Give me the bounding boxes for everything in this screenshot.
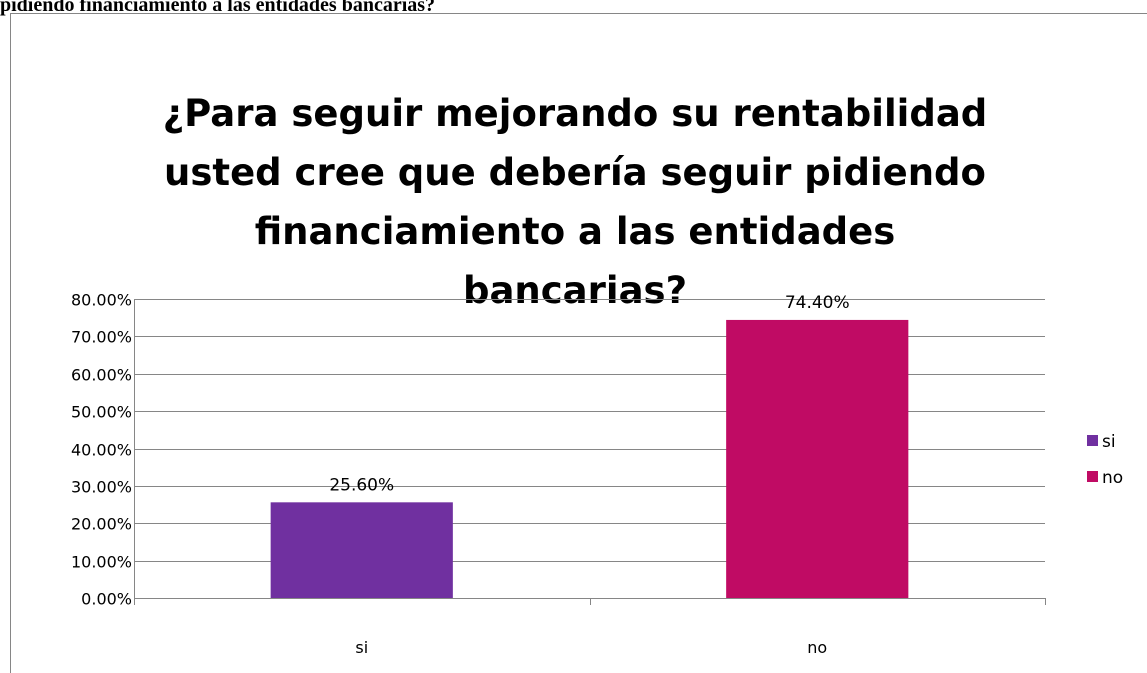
legend-swatch-si — [1087, 435, 1098, 446]
y-tick-label: 30.00% — [71, 478, 132, 497]
data-labels: 25.60% 74.40% — [329, 293, 849, 495]
chart-title: ¿Para seguir mejorando su rentabilidad u… — [162, 92, 988, 312]
y-tick-label: 50.00% — [71, 403, 132, 422]
bars — [270, 319, 909, 598]
y-axis-tick-labels: 0.00% 10.00% 20.00% 30.00% 40.00% 50.00% 60.00… — [71, 291, 132, 609]
chart-frame — [10, 13, 1147, 673]
bar-si — [270, 502, 453, 598]
axes — [134, 299, 1046, 605]
y-tick-label: 20.00% — [71, 515, 132, 534]
data-label: 74.40% — [785, 293, 850, 313]
bar-no — [726, 319, 909, 598]
legend-swatch-no — [1087, 471, 1098, 482]
legend-label: no — [1102, 468, 1123, 488]
y-tick-label: 10.00% — [71, 553, 132, 572]
y-tick-label: 40.00% — [71, 441, 132, 460]
x-tick-label: si — [355, 638, 368, 657]
y-tick-label: 70.00% — [71, 328, 132, 347]
y-tick-label: 0.00% — [81, 590, 132, 609]
x-tick-label: no — [807, 638, 827, 657]
bar-chart: 0.00% 10.00% 20.00% 30.00% 40.00% 50.00% 60.00… — [71, 291, 1123, 658]
y-tick-label: 60.00% — [71, 366, 132, 385]
legend-label: si — [1102, 432, 1116, 452]
data-label: 25.60% — [329, 475, 394, 495]
legend: si no — [1087, 432, 1123, 488]
y-tick-label: 80.00% — [71, 291, 132, 310]
x-axis-tick-labels: si no — [355, 638, 827, 657]
document-header-text: pidiendo financiamiento a las entidades … — [0, 0, 436, 16]
